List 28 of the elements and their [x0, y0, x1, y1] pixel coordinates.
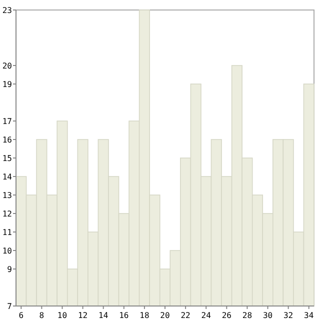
- x-tick-label: 10: [57, 311, 68, 320]
- x-tick-label: 26: [222, 311, 232, 320]
- x-tick-label: 22: [180, 311, 191, 320]
- y-tick-label: 23: [2, 6, 12, 15]
- x-tick-label: 30: [262, 311, 273, 320]
- x-tick-label: 18: [140, 311, 150, 320]
- y-tick-label: 7: [7, 302, 12, 311]
- x-tick-label: 20: [160, 311, 170, 320]
- y-tick-label: 17: [2, 116, 12, 126]
- y-tick-label: 14: [2, 172, 12, 182]
- x-tick-label: 24: [201, 311, 212, 320]
- y-tick-label: 19: [2, 80, 12, 89]
- x-tick-label: 14: [98, 311, 108, 320]
- y-tick-label: 20: [2, 61, 12, 70]
- y-tick-label: 15: [2, 154, 12, 163]
- x-tick-label: 34: [304, 311, 314, 320]
- y-tick-label: 10: [2, 246, 12, 256]
- y-tick-label: 16: [2, 135, 12, 144]
- y-tick-label: 11: [2, 228, 12, 237]
- y-tick-label: 12: [2, 209, 12, 218]
- x-tick-label: 32: [283, 311, 294, 320]
- x-tick-label: 6: [18, 311, 24, 320]
- x-tick-label: 12: [78, 311, 88, 320]
- y-tick-label: 9: [7, 264, 12, 274]
- y-tick-label: 13: [2, 190, 12, 200]
- x-tick-label: 28: [242, 311, 252, 320]
- x-tick-label: 8: [39, 311, 44, 320]
- x-tick-label: 16: [119, 311, 129, 320]
